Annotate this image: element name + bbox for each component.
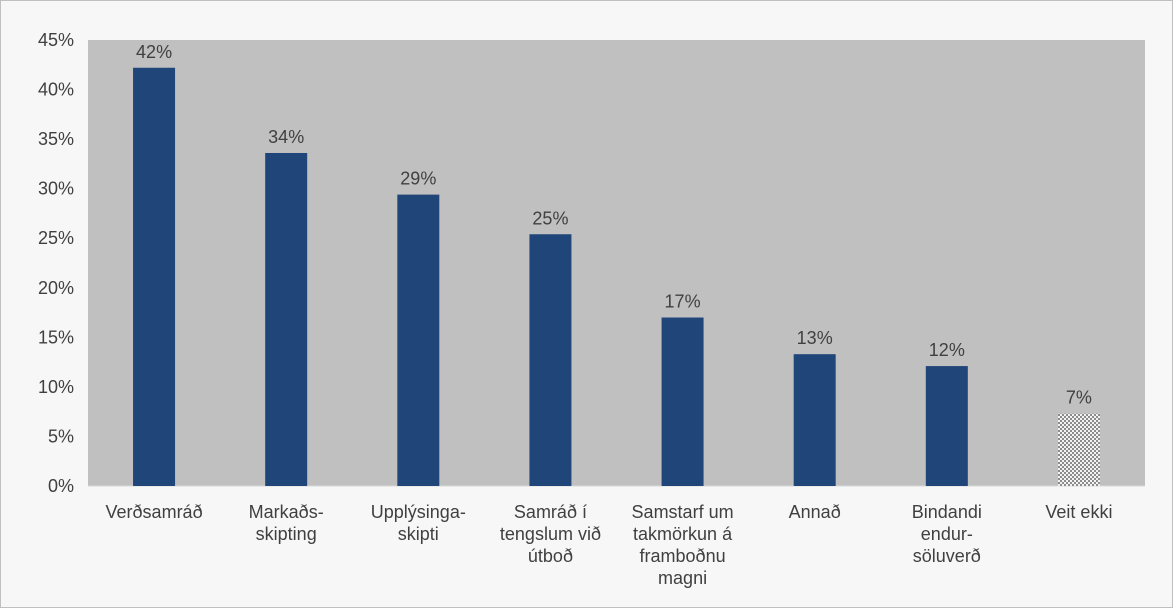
y-tick-label: 25% (38, 228, 74, 248)
x-axis-categories: Verðsamráð Markaðs-skipting Upplýsinga-ski… (106, 502, 1113, 588)
category-label-line: Samráð í (514, 502, 587, 522)
category-label-line: Verðsamráð (106, 502, 203, 522)
category-label-line: magni (658, 568, 707, 588)
data-labels: 42% 34% 29% 25% 17% 13% 12% 7% (136, 42, 1092, 408)
category-label: Verðsamráð (106, 502, 203, 522)
category-label: Samráð í tengslum við útboð (500, 502, 601, 566)
category-label-line: útboð (528, 546, 573, 566)
category-label-line: Markaðs- (249, 502, 324, 522)
bar (133, 67, 176, 487)
data-label: 42% (136, 42, 172, 62)
bar (265, 152, 308, 486)
bar (925, 366, 968, 486)
bar (1057, 413, 1100, 486)
y-tick-label: 0% (48, 476, 74, 496)
y-tick-label: 35% (38, 129, 74, 149)
category-label-line: Annað (789, 502, 841, 522)
data-label: 34% (268, 127, 304, 147)
category-label-line: skipti (398, 524, 439, 544)
category-label-line: tengslum við (500, 524, 601, 544)
category-label-line: Samstarf um (632, 502, 734, 522)
category-label: Bindandi endur-söluverð (912, 502, 982, 566)
data-label: 17% (665, 292, 701, 312)
bar (397, 194, 440, 486)
bar-series (133, 67, 1100, 487)
y-axis: 0% 5% 10% 15% 20% 25% 30% 35% 40% 45% (38, 30, 74, 496)
bar (793, 354, 836, 486)
y-tick-label: 15% (38, 327, 74, 347)
category-label-line: endur- (921, 524, 973, 544)
category-label-line: framboðnu (640, 546, 726, 566)
category-label: Annað (789, 502, 841, 522)
data-label: 29% (400, 169, 436, 189)
category-label: Veit ekki (1045, 502, 1112, 522)
category-label-line: Veit ekki (1045, 502, 1112, 522)
y-tick-label: 10% (38, 377, 74, 397)
category-label-line: söluverð (913, 546, 981, 566)
plot-area (88, 40, 1145, 486)
y-tick-label: 20% (38, 278, 74, 298)
data-label: 12% (929, 340, 965, 360)
category-label-line: Bindandi (912, 502, 982, 522)
data-label: 13% (797, 328, 833, 348)
category-label-line: Upplýsinga- (371, 502, 466, 522)
y-tick-label: 5% (48, 426, 74, 446)
category-label: Samstarf um takmörkun á framboðnu magni (632, 502, 734, 588)
category-label: Upplýsinga-skipti (371, 502, 466, 544)
category-label-line: takmörkun á (633, 524, 733, 544)
bar (661, 317, 704, 486)
y-tick-label: 40% (38, 80, 74, 100)
y-tick-label: 30% (38, 179, 74, 199)
data-label: 25% (532, 208, 568, 228)
y-tick-label: 45% (38, 30, 74, 50)
category-label: Markaðs-skipting (249, 502, 324, 544)
bar (529, 234, 572, 486)
category-label-line: skipting (256, 524, 317, 544)
data-label: 7% (1066, 388, 1092, 408)
